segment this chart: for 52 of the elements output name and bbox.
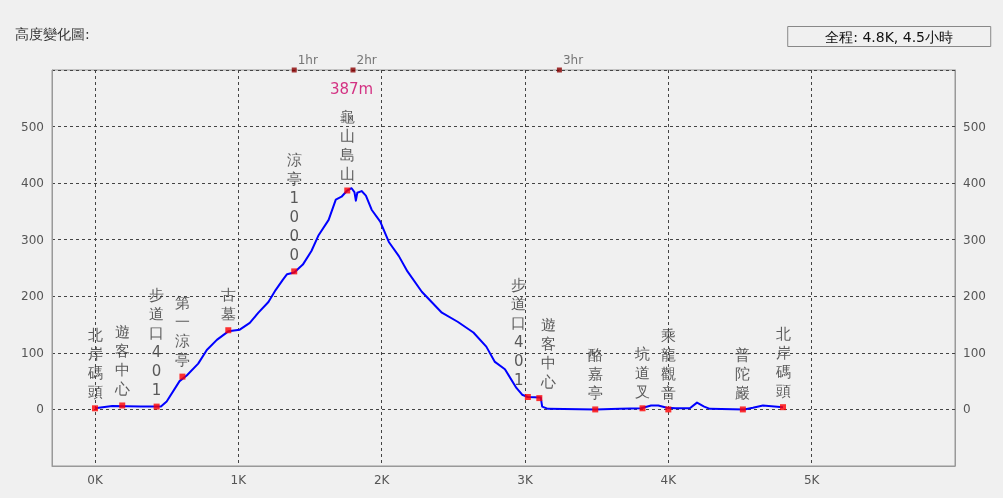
point: [639, 405, 646, 412]
y-tick-label: 500: [21, 119, 44, 134]
y-tick-label: 400: [21, 176, 44, 191]
chart-title: 高度變化圖:: [15, 26, 90, 42]
point: [665, 406, 672, 413]
y2-tick-label: 100: [963, 345, 986, 360]
data-label: 步道口401: [149, 286, 165, 400]
y2-tick-label: 300: [963, 232, 986, 247]
y2-tick-label: 0: [963, 402, 971, 417]
x-tick-label: 2K: [373, 473, 391, 487]
y-tick-label: 0: [36, 402, 44, 417]
data-label: 酪嘉亭: [587, 345, 603, 402]
data-label: 乘龍觀音: [660, 326, 676, 402]
annotation: 3hr: [562, 53, 584, 67]
data-label: 古墓: [220, 285, 236, 323]
point: [92, 405, 98, 412]
x-tick-label: 5K: [803, 473, 821, 487]
x-tick-label: 1K: [230, 473, 248, 487]
y-tick-label: 300: [21, 232, 44, 247]
y-tick-label: 200: [21, 289, 44, 304]
data-label: 遊客中心: [539, 315, 556, 391]
y2-tick-label: 400: [963, 176, 986, 191]
y-tick-label: 100: [21, 345, 44, 360]
point: [536, 395, 543, 402]
data-label: 步道口401: [511, 276, 527, 390]
point: [524, 393, 531, 400]
chart-subtitle: 全程: 4.8K, 4.5小時: [825, 29, 953, 45]
annotation: 387m: [329, 79, 374, 98]
y2-tick-label: 500: [963, 119, 986, 134]
data-label: 龜山島山: [339, 108, 355, 183]
point: [153, 403, 160, 410]
data-label: 遊客中心: [113, 322, 130, 398]
x-tick-label: 4K: [660, 473, 678, 487]
data-label: 第一涼亭: [174, 294, 190, 370]
point: [739, 406, 746, 413]
x-tick-label: 0K: [87, 473, 104, 487]
point: [291, 268, 298, 275]
annotation: 1hr: [297, 53, 318, 67]
point: [179, 373, 186, 380]
annotation: 2hr: [356, 53, 377, 67]
data-label: 普陀巖: [735, 345, 751, 402]
point: [780, 404, 786, 411]
x-tick-label: 3K: [517, 473, 534, 487]
point: [225, 327, 232, 334]
y2-tick-label: 200: [963, 289, 986, 304]
point: [119, 402, 126, 409]
data-label: 北岸碼頭: [86, 325, 103, 401]
data-label: 北岸碼頭: [774, 324, 791, 400]
data-label: 坑道叉: [634, 344, 651, 401]
data-label: 涼亭1000: [286, 150, 302, 264]
point: [344, 187, 351, 194]
point: [592, 406, 599, 413]
